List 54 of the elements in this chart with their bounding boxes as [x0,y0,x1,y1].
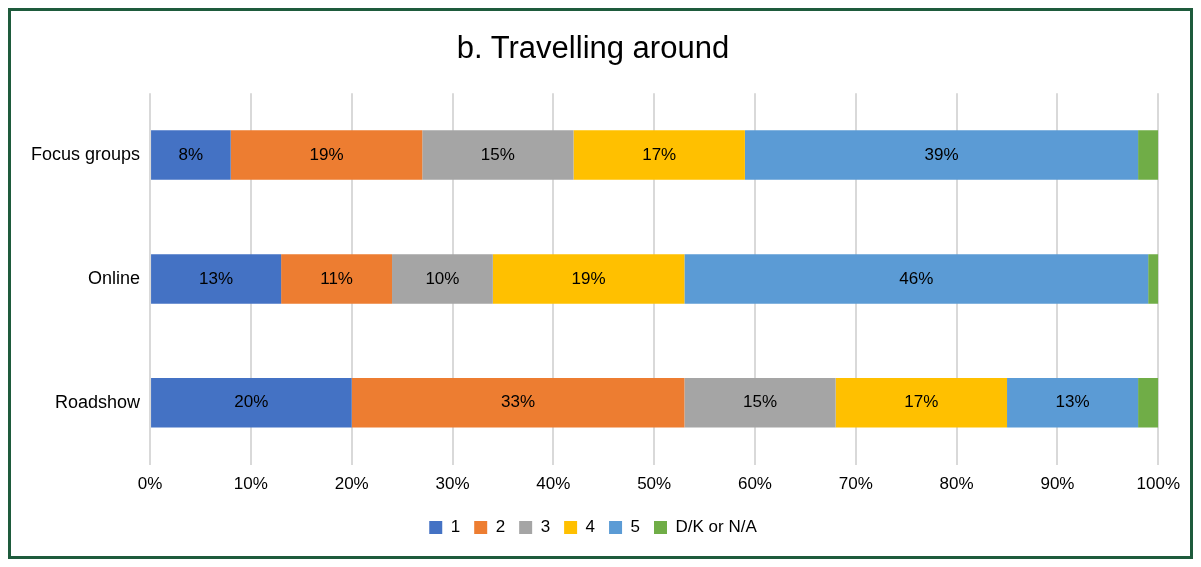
data-label: 8% [178,144,204,164]
bar [573,130,745,180]
data-label: 19% [571,268,606,288]
x-tick-label: 70% [838,474,873,494]
x-tick-label: 40% [536,474,571,494]
data-label: 11% [320,268,353,288]
data-label: 17% [904,392,939,412]
data-label: 39% [924,144,959,164]
x-tick-label: 80% [939,474,974,494]
x-tick-label: 100% [1136,474,1180,494]
x-tick-label: 0% [137,474,163,494]
legend-label: 5 [630,517,641,537]
data-label: 20% [234,392,269,412]
bar [151,254,282,304]
y-tick-label: Focus groups [30,144,141,165]
bar [151,377,352,428]
data-label: 33% [501,392,536,412]
legend-label: 2 [495,517,506,537]
legend-label: D/K or N/A [675,517,758,537]
bar [392,254,493,304]
data-label: 15% [480,144,515,164]
data-label: 13% [1055,392,1090,412]
bar [1138,377,1159,428]
data-label: 15% [743,392,778,412]
chart-title: b. Travelling around [456,30,730,66]
bar [351,377,685,428]
data-label: 46% [899,268,934,288]
bar [281,254,393,304]
x-tick-label: 50% [637,474,672,494]
legend-label: 1 [450,517,461,537]
bar [1007,377,1139,428]
bar [151,130,231,180]
y-tick-label: Online [88,267,141,288]
x-tick-label: 30% [435,474,470,494]
data-label: 10% [425,268,460,288]
data-label: 13% [199,268,234,288]
x-tick-label: 10% [233,474,268,494]
legend-label: 4 [585,517,596,537]
y-tick-label: Roadshow [54,391,142,412]
bar [422,130,574,180]
bar [835,377,1008,428]
legend-label: 3 [540,517,551,537]
bar [1138,130,1159,180]
bar [1148,254,1159,304]
bar [684,377,836,428]
x-tick-label: 90% [1040,474,1075,494]
bar [684,254,1149,304]
bar [230,130,423,180]
x-tick-label: 20% [334,474,369,494]
data-label: 17% [642,144,677,164]
bar [492,254,685,304]
data-label: 19% [309,144,344,164]
bar [744,130,1139,180]
x-tick-label: 60% [737,474,772,494]
